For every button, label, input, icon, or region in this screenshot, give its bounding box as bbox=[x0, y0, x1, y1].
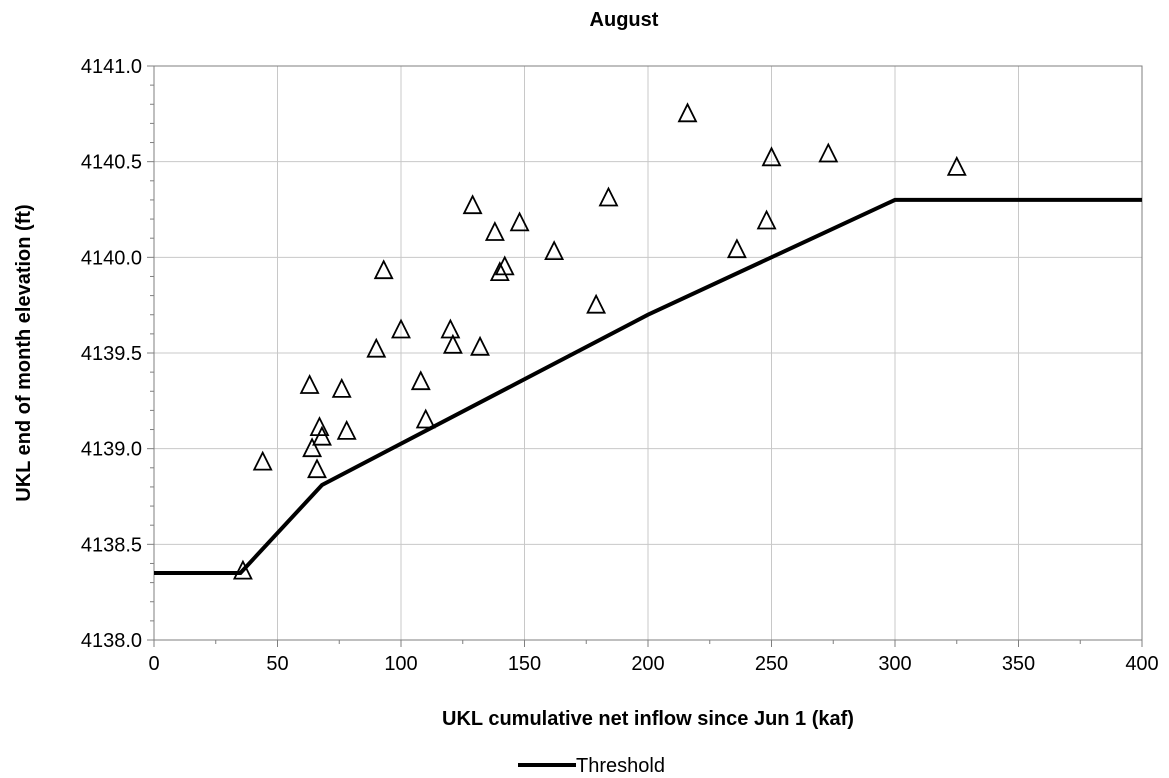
axes: 0 50 100 150 200 250 300 350 400 4138.0 4138.5 4139… bbox=[81, 56, 1159, 675]
data-point bbox=[946, 155, 967, 176]
y-tick-label: 4138.5 bbox=[81, 534, 142, 556]
data-point bbox=[299, 373, 320, 394]
data-point bbox=[761, 146, 782, 167]
data-point bbox=[494, 255, 515, 276]
data-point bbox=[470, 335, 490, 356]
data-point bbox=[818, 142, 839, 163]
data-series bbox=[154, 102, 1142, 580]
x-tick-label: 300 bbox=[878, 653, 911, 675]
grid bbox=[153, 65, 1143, 641]
y-tick-label: 4141.0 bbox=[81, 56, 142, 78]
x-tick-label: 400 bbox=[1125, 653, 1158, 675]
data-point bbox=[252, 450, 273, 471]
x-tick-label: 0 bbox=[148, 653, 159, 675]
data-point bbox=[307, 458, 327, 479]
data-point bbox=[544, 240, 565, 261]
y-tick-label: 4138.0 bbox=[81, 630, 142, 652]
x-tick-label: 200 bbox=[631, 653, 664, 675]
data-point bbox=[756, 209, 777, 230]
data-point bbox=[484, 220, 505, 241]
legend: Threshold bbox=[518, 755, 665, 777]
data-point bbox=[232, 559, 253, 580]
data-point bbox=[309, 416, 330, 437]
data-point bbox=[509, 211, 530, 232]
data-point bbox=[415, 408, 436, 429]
legend-threshold-label: Threshold bbox=[576, 755, 665, 777]
data-point bbox=[391, 318, 411, 339]
y-axis-label: UKL end of month elevation (ft) bbox=[13, 204, 35, 501]
data-point bbox=[598, 186, 619, 207]
data-point bbox=[586, 293, 607, 314]
data-point bbox=[366, 337, 387, 358]
x-tick-label: 100 bbox=[384, 653, 417, 675]
x-axis-label: UKL cumulative net inflow since Jun 1 (k… bbox=[442, 708, 854, 730]
y-tick-label: 4139.0 bbox=[81, 439, 142, 461]
y-tick-label: 4139.5 bbox=[81, 343, 142, 365]
data-point bbox=[489, 261, 510, 282]
data-point bbox=[442, 333, 463, 354]
data-point bbox=[336, 419, 357, 440]
data-point bbox=[373, 259, 394, 280]
data-point bbox=[302, 437, 323, 458]
chart-title: August bbox=[590, 9, 659, 31]
data-point bbox=[462, 194, 483, 215]
data-point bbox=[312, 425, 332, 446]
threshold-line bbox=[154, 197, 1142, 575]
data-point bbox=[677, 102, 698, 123]
data-point bbox=[410, 370, 431, 391]
x-tick-label: 50 bbox=[266, 653, 288, 675]
x-tick-label: 150 bbox=[508, 653, 541, 675]
data-point bbox=[440, 318, 461, 339]
data-point bbox=[726, 238, 747, 259]
y-tick-label: 4140.5 bbox=[81, 152, 142, 174]
data-point bbox=[331, 377, 352, 398]
y-tick-label: 4140.0 bbox=[81, 247, 142, 269]
x-tick-label: 350 bbox=[1002, 653, 1035, 675]
x-tick-label: 250 bbox=[755, 653, 788, 675]
